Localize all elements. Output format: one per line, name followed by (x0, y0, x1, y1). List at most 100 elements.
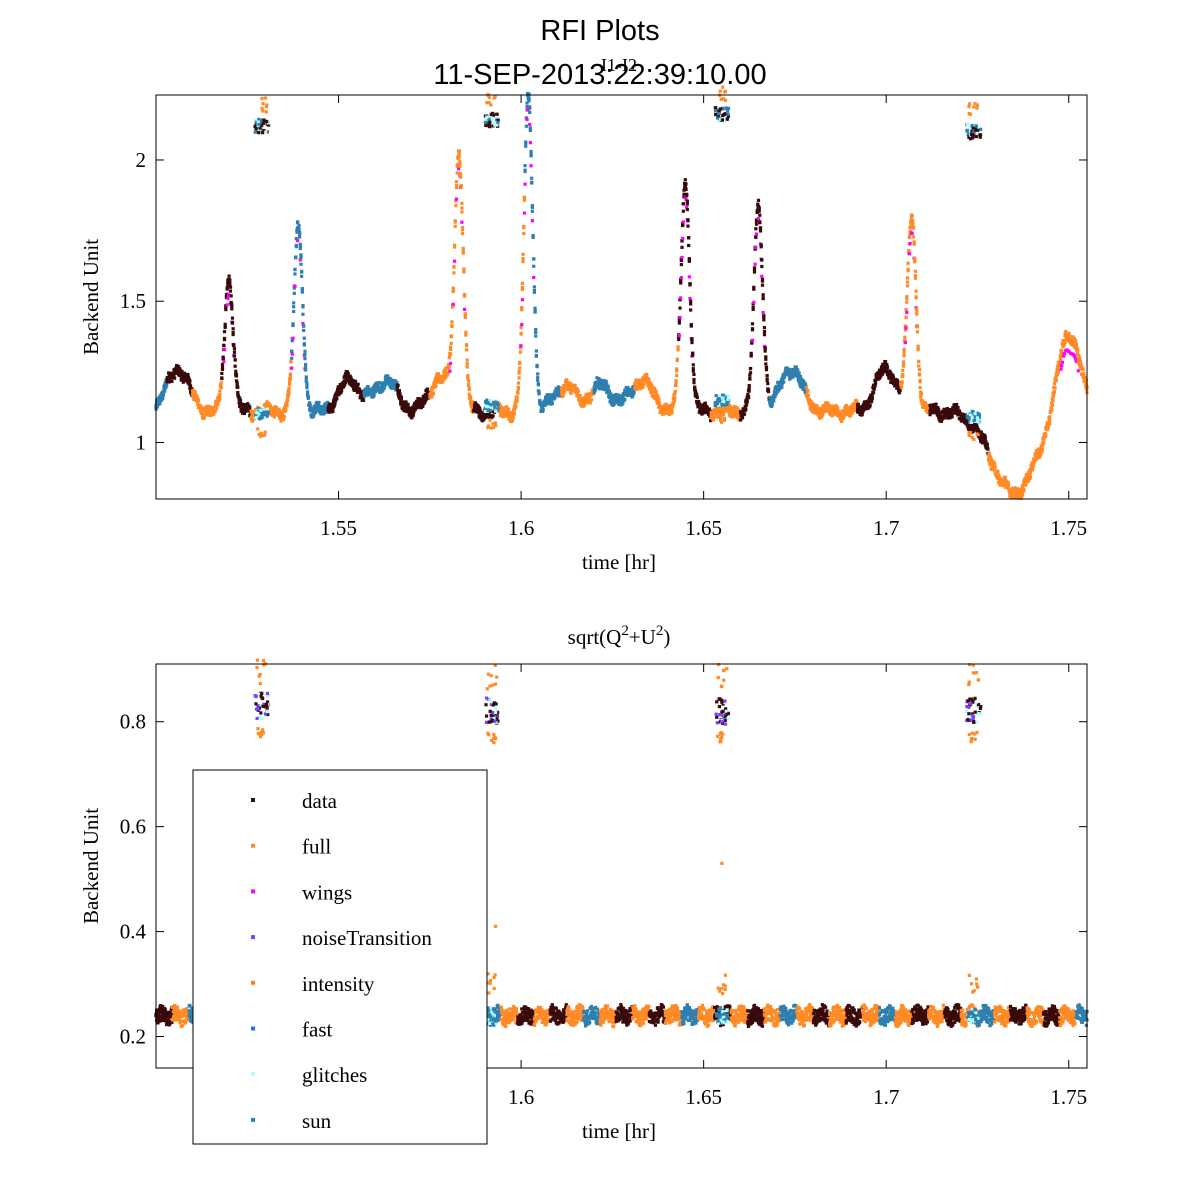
top-cal-low-point (486, 405, 490, 409)
top-data-point (450, 305, 455, 309)
top-data-point (403, 405, 407, 409)
top-data-point (168, 380, 172, 384)
top-data-point (942, 416, 946, 420)
top-data-point (754, 220, 759, 224)
top-data-point (695, 394, 699, 398)
bottom-data-point (157, 1013, 161, 1017)
top-data-point (298, 244, 302, 248)
top-data-point (589, 398, 594, 402)
top-cal-outlier (722, 418, 726, 422)
bottom-data-point (180, 1015, 184, 1019)
top-data-point (236, 394, 241, 398)
top-data-point (533, 309, 537, 313)
top-data-point (249, 415, 253, 419)
top-data-point (1003, 475, 1007, 480)
top-data-point (934, 402, 938, 406)
top-data-point (1058, 360, 1062, 364)
top-cal-point (965, 128, 969, 133)
top-data-point (1038, 452, 1043, 457)
top-cal-point (262, 128, 266, 133)
top-wings-point (905, 310, 909, 315)
top-data-point (1076, 348, 1080, 352)
top-data-point (458, 162, 462, 166)
top-cal-low-point (714, 403, 718, 408)
top-data-point (303, 352, 307, 357)
top-data-point (806, 396, 810, 400)
top-data-point (685, 193, 689, 197)
top-data-point (689, 308, 693, 312)
top-data-point (308, 403, 312, 407)
top-data-point (536, 376, 540, 380)
top-cal-outlier (721, 85, 725, 89)
top-data-point (650, 391, 654, 395)
top-data-point (987, 451, 991, 455)
top-data-point (536, 378, 540, 383)
top-cal-low-point (496, 407, 500, 411)
top-data-point (397, 389, 401, 393)
top-data-point (324, 408, 328, 412)
top-cal-point (968, 126, 972, 130)
top-data-point (817, 406, 821, 411)
top-data-point (896, 384, 900, 388)
top-data-point (293, 272, 297, 276)
top-data-point (528, 105, 532, 109)
top-data-point (213, 409, 217, 413)
top-data-point (804, 386, 808, 390)
top-data-point (232, 343, 236, 348)
top-data-point (667, 411, 671, 415)
top-data-point (676, 348, 680, 352)
top-cal-point (253, 125, 257, 129)
top-data-point (474, 406, 479, 410)
top-cal-point (253, 130, 257, 134)
top-data-point (304, 377, 308, 382)
top-data-point (456, 157, 461, 161)
top-data-point (273, 407, 277, 411)
top-data-point (217, 398, 221, 403)
top-data-point (431, 392, 435, 396)
top-cal-low-point (973, 412, 977, 416)
top-data-point (284, 409, 288, 413)
top-data-point (458, 172, 463, 176)
top-data-point (913, 276, 918, 280)
top-data-point (276, 409, 280, 413)
top-cal-low-point (255, 411, 259, 415)
top-data-point (536, 383, 540, 387)
bottom-data-point (159, 1003, 163, 1008)
top-cal-outlier (257, 432, 261, 437)
top-data-point (1038, 454, 1042, 459)
top-data-point (298, 235, 302, 239)
top-data-point (317, 400, 321, 405)
top-data-point (1060, 349, 1064, 353)
top-data-point (219, 385, 223, 390)
bottom-data-point (163, 1008, 167, 1012)
top-data-point (705, 405, 709, 410)
top-data-point (901, 372, 905, 377)
top-data-point (550, 399, 554, 403)
top-data-point (632, 391, 636, 395)
top-data-point (760, 283, 765, 287)
top-cal-outlier (264, 110, 268, 114)
top-data-point (750, 328, 755, 332)
top-data-point (760, 264, 764, 269)
top-data-point (534, 330, 538, 335)
top-data-point (458, 164, 462, 169)
top-data-point (1064, 329, 1068, 334)
top-data-point (709, 419, 713, 423)
top-cal-low-point (977, 413, 982, 417)
top-data-point (399, 397, 403, 401)
top-data-point (766, 388, 771, 392)
top-data-point (605, 390, 610, 394)
top-data-point (305, 383, 309, 387)
top-data-point (796, 369, 800, 374)
top-data-point (302, 328, 306, 333)
top-data-point (655, 401, 660, 405)
top-data-point (673, 395, 677, 400)
top-data-point (626, 386, 630, 390)
top-data-point (234, 379, 239, 383)
top-cal-point (726, 109, 730, 113)
top-data-point (689, 302, 693, 306)
top-data-point (611, 393, 616, 398)
top-data-point (682, 188, 686, 192)
top-data-point (1049, 406, 1053, 410)
top-data-point (595, 376, 599, 380)
